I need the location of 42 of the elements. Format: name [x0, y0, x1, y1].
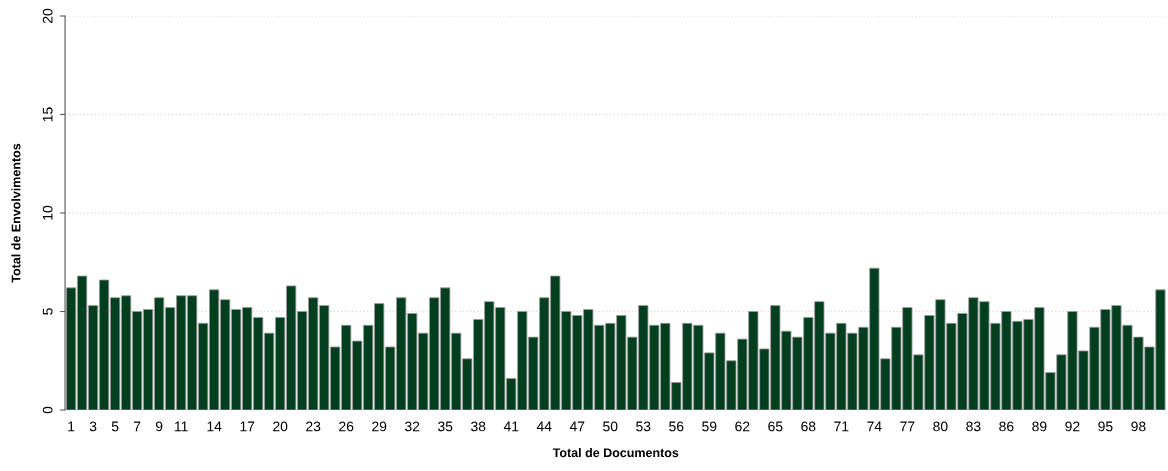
x-axis-title: Total de Documentos — [552, 447, 679, 458]
x-tick-label: 80 — [933, 421, 948, 432]
x-tick-label: 59 — [702, 421, 717, 432]
x-tick-label: 74 — [867, 421, 882, 432]
x-tick-label: 17 — [240, 421, 255, 432]
x-tick-label: 20 — [273, 421, 288, 432]
x-tick-label: 29 — [372, 421, 387, 432]
x-tick-label: 23 — [306, 421, 321, 432]
x-tick-label: 47 — [569, 421, 585, 432]
x-tick-label: 7 — [133, 421, 141, 432]
x-tick-label: 50 — [603, 421, 618, 432]
x-tick-label: 86 — [999, 421, 1014, 432]
x-tick-label: 5 — [111, 421, 119, 432]
y-tick-label: 15 — [42, 107, 53, 122]
x-tick-label: 62 — [735, 421, 750, 432]
y-axis-title: Total de Envolvimentos — [11, 143, 21, 283]
x-tick-label: 92 — [1065, 421, 1080, 432]
x-tick-label: 32 — [405, 421, 420, 432]
x-tick-label: 98 — [1131, 421, 1146, 432]
x-tick-label: 71 — [834, 421, 849, 432]
x-tick-label: 1 — [68, 421, 75, 432]
x-tick-label: 65 — [768, 421, 783, 432]
x-tick-label: 89 — [1032, 421, 1047, 432]
x-tick-label: 83 — [966, 421, 981, 432]
x-tick-label: 3 — [89, 421, 97, 432]
x-tick-label: 68 — [801, 421, 816, 432]
x-tick-label: 56 — [669, 421, 684, 432]
x-tick-label: 38 — [471, 421, 486, 432]
x-tick-label: 44 — [536, 421, 552, 432]
x-tick-label: 53 — [636, 421, 651, 432]
x-tick-label: 26 — [339, 421, 354, 432]
y-tick-label: 5 — [42, 308, 53, 315]
y-tick-label: 20 — [42, 8, 53, 24]
x-tick-label: 9 — [155, 421, 163, 432]
y-tick-label: 10 — [42, 205, 53, 220]
x-tick-label: 95 — [1098, 421, 1113, 432]
x-tick-label: 35 — [438, 421, 453, 432]
x-tick-label: 41 — [503, 421, 519, 432]
x-tick-label: 14 — [207, 421, 222, 432]
x-tick-label: 77 — [900, 421, 915, 432]
x-tick-label: 11 — [174, 421, 188, 432]
y-tick-label: 0 — [42, 406, 53, 414]
